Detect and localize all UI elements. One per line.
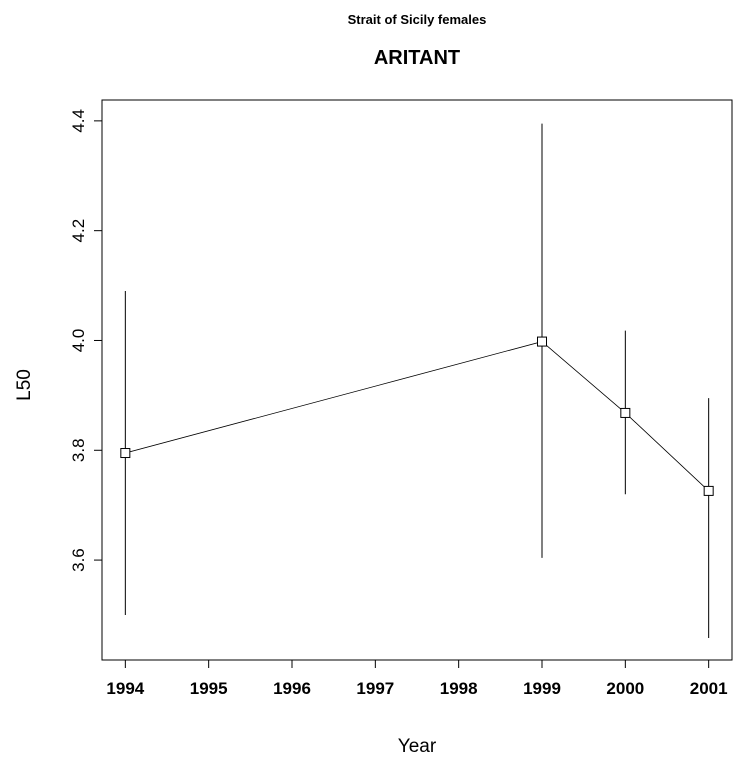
x-tick-label: 1994 bbox=[106, 679, 144, 698]
x-tick-label: 2000 bbox=[606, 679, 644, 698]
chart-suptitle: Strait of Sicily females bbox=[348, 12, 487, 27]
y-tick-label: 3.8 bbox=[69, 438, 88, 462]
x-tick-label: 2001 bbox=[690, 679, 728, 698]
x-tick-label: 1999 bbox=[523, 679, 561, 698]
data-point bbox=[120, 448, 131, 459]
data-point bbox=[620, 407, 631, 418]
y-tick-label: 3.6 bbox=[69, 548, 88, 572]
plot-frame bbox=[101, 99, 733, 661]
x-tick-label: 1996 bbox=[273, 679, 311, 698]
y-tick-label: 4.4 bbox=[69, 109, 88, 133]
data-line bbox=[125, 341, 709, 492]
y-tick-label: 4.2 bbox=[69, 219, 88, 243]
y-axis-label: L50 bbox=[14, 369, 35, 401]
x-tick-label: 1995 bbox=[190, 679, 228, 698]
x-tick-label: 1998 bbox=[440, 679, 478, 698]
x-axis-label: Year bbox=[398, 736, 437, 757]
y-tick-label: 4.0 bbox=[69, 329, 88, 353]
x-tick-label: 1997 bbox=[356, 679, 394, 698]
data-point bbox=[703, 485, 714, 496]
data-point bbox=[537, 336, 547, 347]
chart-title: ARITANT bbox=[374, 47, 460, 69]
